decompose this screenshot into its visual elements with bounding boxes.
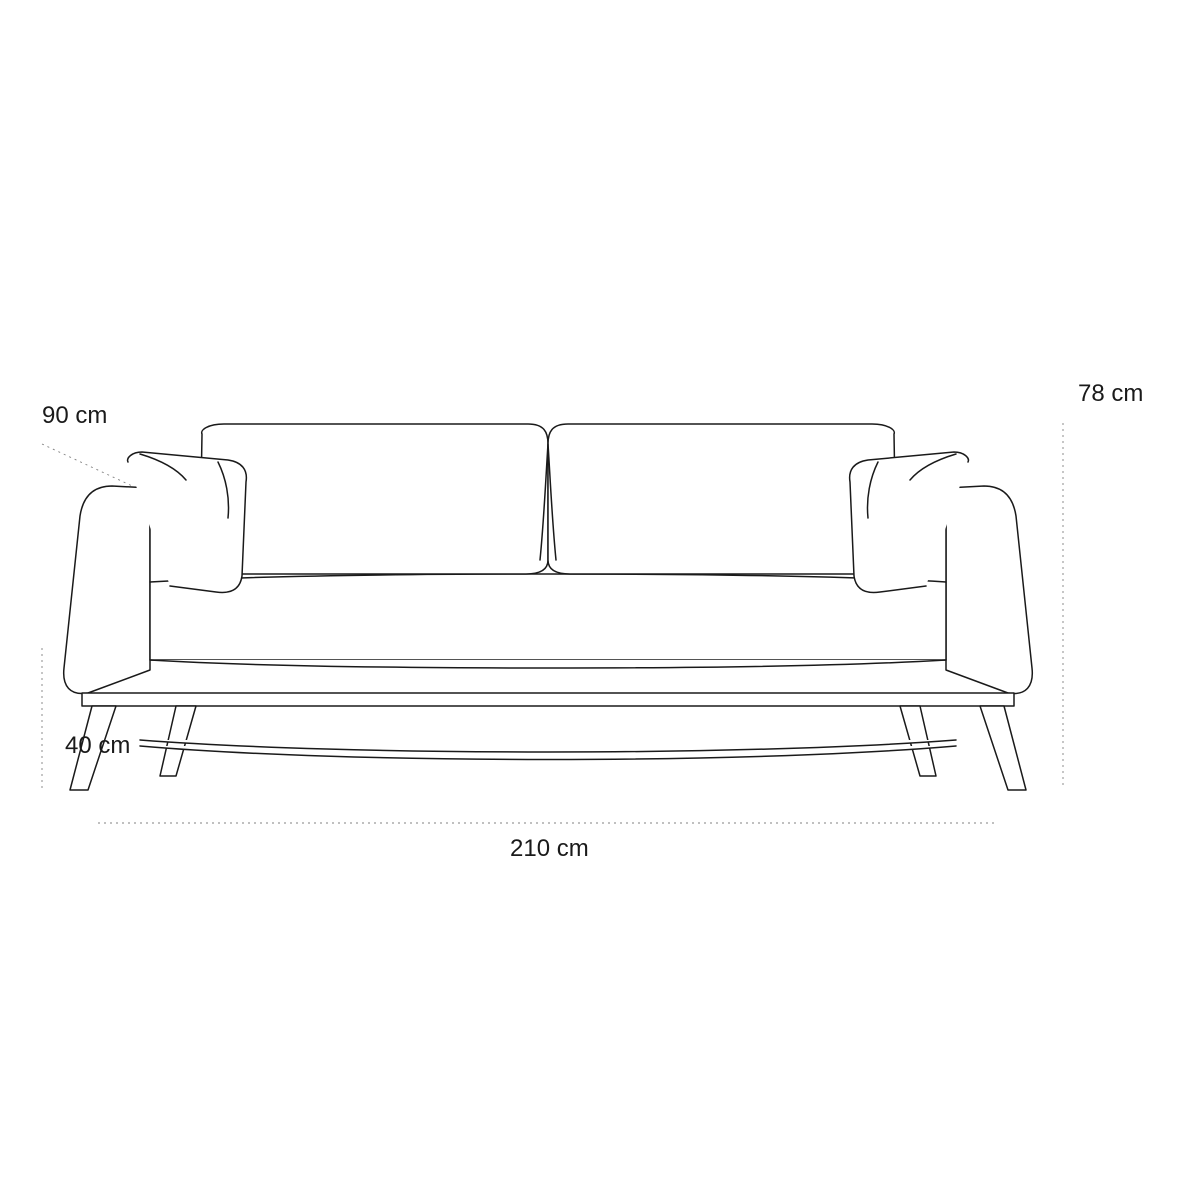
left-arm-outer — [64, 486, 150, 694]
leg-front-right — [980, 706, 1026, 790]
back-cushion-right — [548, 424, 896, 574]
label-seat-height: 40 cm — [65, 732, 130, 760]
back-cushion-left — [200, 424, 548, 574]
right-arm-outer — [946, 486, 1032, 694]
wood-frame-front-rail — [82, 693, 1014, 706]
sofa-dimension-diagram: 90 cm 78 cm 40 cm 210 cm — [0, 0, 1200, 1200]
label-height: 78 cm — [1078, 380, 1143, 408]
label-width: 210 cm — [510, 835, 589, 863]
sofa-line-drawing — [64, 424, 1033, 790]
label-depth: 90 cm — [42, 402, 107, 430]
sofa-svg — [0, 0, 1200, 1200]
seat-bottom-edge — [150, 660, 946, 668]
